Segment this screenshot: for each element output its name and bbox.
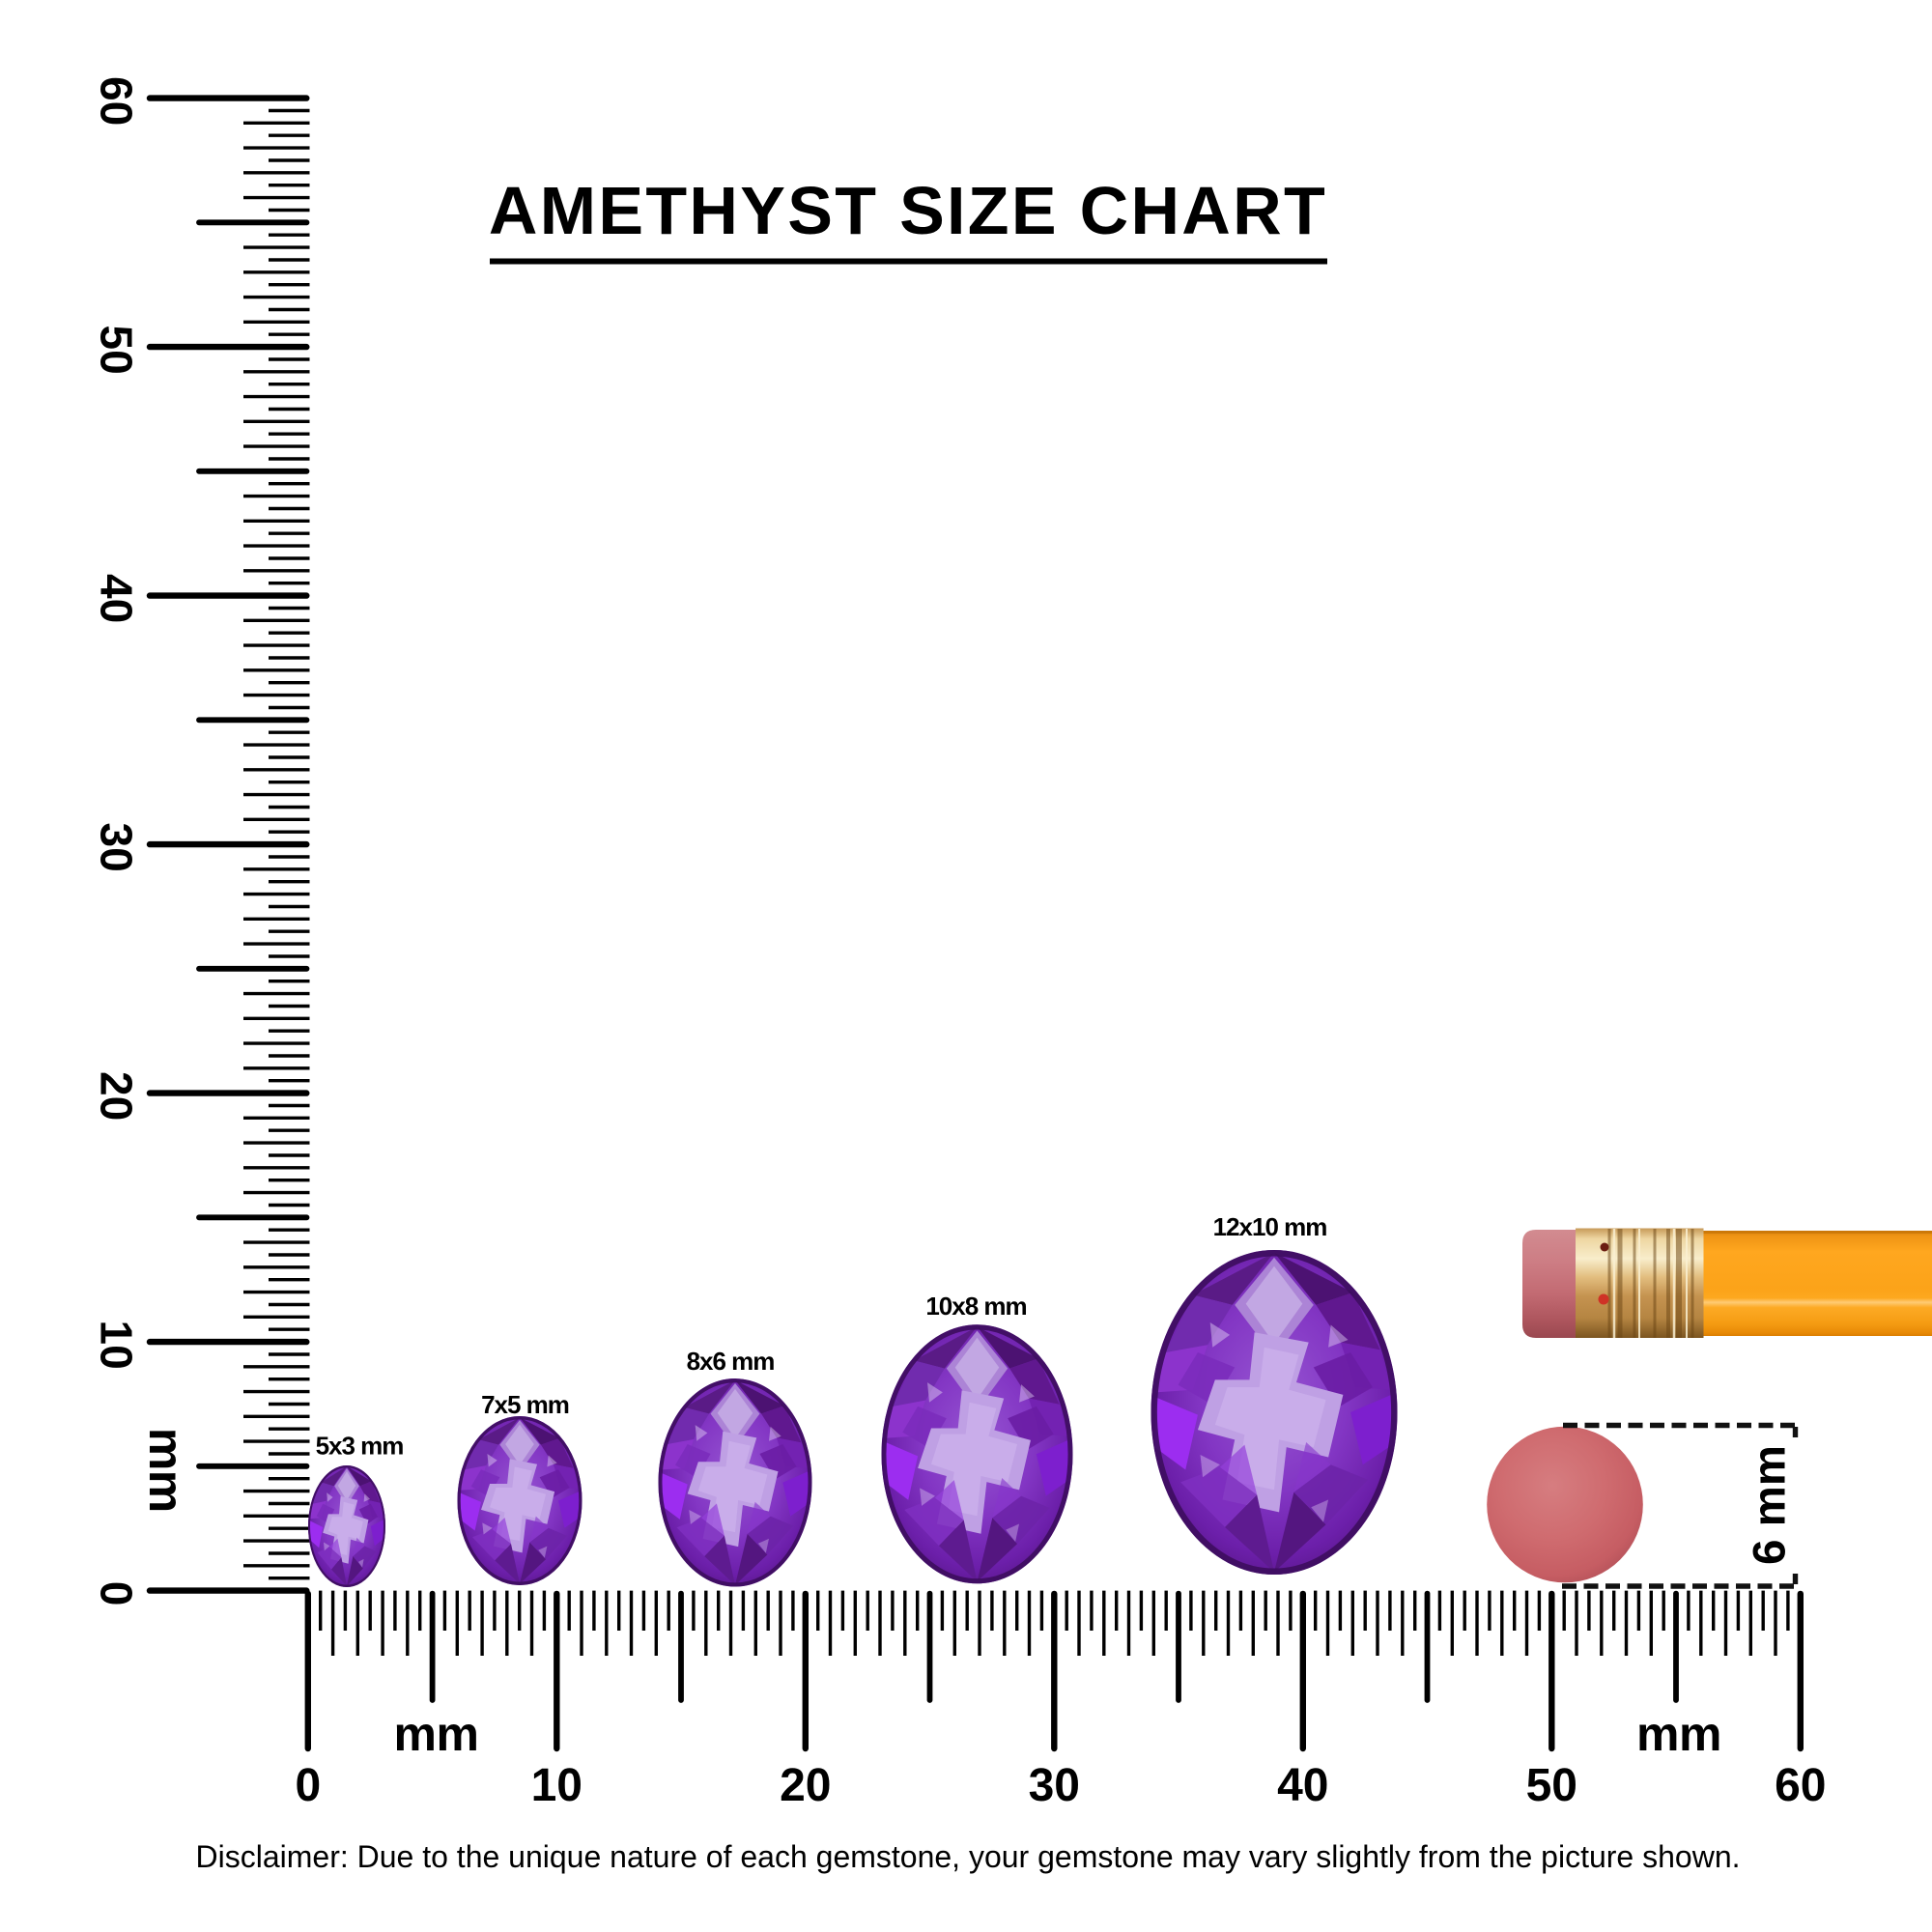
svg-text:40: 40 (92, 574, 142, 623)
svg-text:30: 30 (1029, 1760, 1080, 1811)
svg-text:50: 50 (92, 326, 142, 375)
svg-text:6 mm: 6 mm (1745, 1445, 1796, 1565)
svg-text:50: 50 (1526, 1760, 1577, 1811)
svg-text:8x6 mm: 8x6 mm (687, 1347, 775, 1376)
svg-text:10: 10 (531, 1760, 582, 1811)
svg-text:60: 60 (1775, 1760, 1826, 1811)
svg-text:AMETHYST SIZE CHART: AMETHYST SIZE CHART (489, 173, 1327, 248)
svg-text:20: 20 (780, 1760, 831, 1811)
svg-text:0: 0 (295, 1760, 321, 1811)
svg-text:10x8 mm: 10x8 mm (925, 1292, 1026, 1321)
svg-text:10: 10 (92, 1321, 142, 1370)
svg-text:20: 20 (92, 1071, 142, 1121)
svg-text:0: 0 (92, 1581, 142, 1606)
svg-text:60: 60 (91, 76, 141, 126)
svg-text:mm: mm (394, 1707, 479, 1761)
svg-text:12x10 mm: 12x10 mm (1213, 1212, 1327, 1241)
svg-text:7x5 mm: 7x5 mm (481, 1390, 569, 1419)
svg-text:Disclaimer: Due to the unique: Disclaimer: Due to the unique nature of … (196, 1839, 1741, 1874)
svg-text:30: 30 (92, 823, 142, 872)
svg-text:mm: mm (139, 1428, 193, 1513)
svg-text:5x3 mm: 5x3 mm (316, 1432, 404, 1461)
svg-text:mm: mm (1636, 1707, 1721, 1761)
svg-text:40: 40 (1277, 1760, 1328, 1811)
